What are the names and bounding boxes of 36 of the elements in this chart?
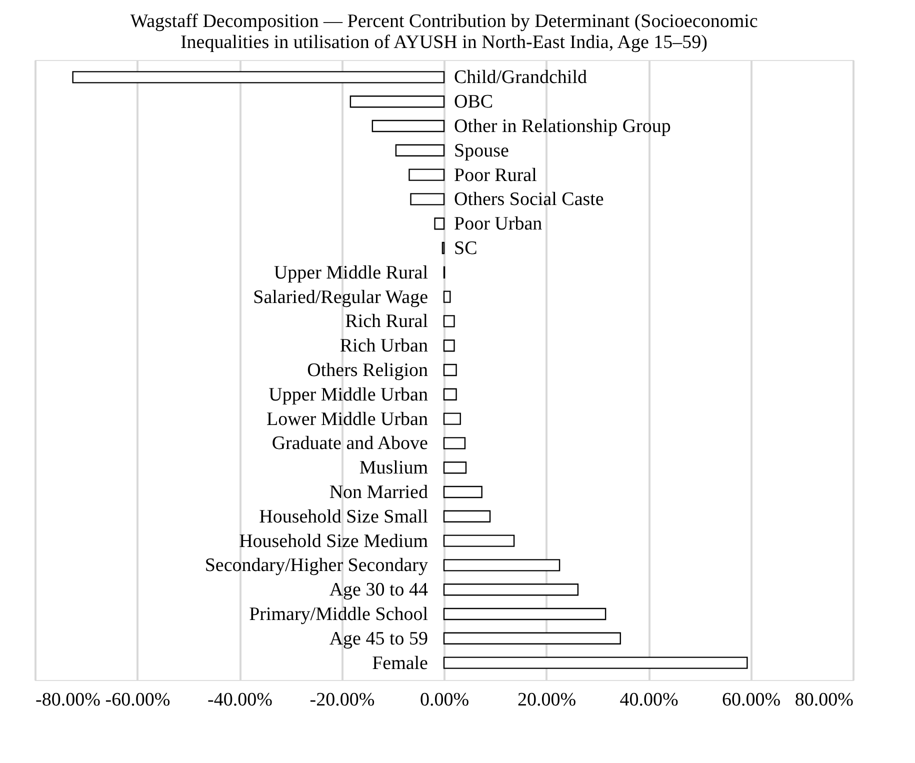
y-tick-label: Salaried/Regular Wage	[253, 286, 428, 308]
y-tick-label: Upper Middle Rural	[274, 262, 428, 284]
y-tick-label: Others Religion	[307, 360, 428, 381]
text: Inequalities in utilisation of AYUSH in North-East India, Age 15–59)	[180, 32, 708, 53]
y-tick-label: OBC	[454, 92, 494, 113]
y-tick-label: Other in Relationship Group	[454, 116, 671, 137]
x-tick-label: 0.00%	[420, 690, 470, 710]
y-tick-label: Child/Grandchild	[454, 67, 588, 88]
x-tick-label: -20.00%	[310, 690, 375, 710]
y-tick-label: Secondary/Higher Secondary	[204, 555, 428, 576]
y-tick-label: Muslium	[359, 458, 428, 479]
x-tick-label: 60.00%	[722, 690, 781, 710]
x-tick-label: -80.00%	[36, 690, 101, 710]
y-tick-label: SC	[454, 238, 478, 259]
y-tick-label: Primary/Middle School	[249, 604, 428, 625]
x-tick-label: 80.00%	[794, 690, 854, 710]
y-tick-label: Poor Rural	[454, 164, 537, 186]
y-tick-label: Spouse	[454, 140, 509, 162]
y-tick-label: Non Married	[329, 482, 428, 503]
y-tick-label: Age 30 to 44	[329, 580, 428, 601]
y-tick-label: Graduate and Above	[272, 433, 428, 454]
y-tick-label: Household Size Medium	[239, 530, 428, 552]
y-tick-label: Rich Rural	[345, 311, 428, 332]
x-tick-label: 40.00%	[620, 690, 678, 710]
y-tick-label: Poor Urban	[454, 214, 543, 235]
x-tick-label: -60.00%	[105, 690, 170, 710]
y-tick-label: Others Social Caste	[454, 189, 604, 210]
x-tick-label: -40.00%	[208, 690, 273, 710]
y-tick-label: Rich Urban	[340, 336, 428, 357]
y-tick-label: Age 45 to 59	[329, 628, 428, 650]
text: Wagstaff Decomposition — Percent Contribution by Determinant (Socioeconomic	[130, 11, 758, 32]
y-tick-label: Household Size Small	[259, 506, 428, 528]
y-tick-label: Female	[372, 652, 428, 674]
y-tick-label: Lower Middle Urban	[266, 408, 428, 430]
y-tick-label: Upper Middle Urban	[268, 384, 428, 406]
x-tick-label: 20.00%	[517, 690, 576, 710]
